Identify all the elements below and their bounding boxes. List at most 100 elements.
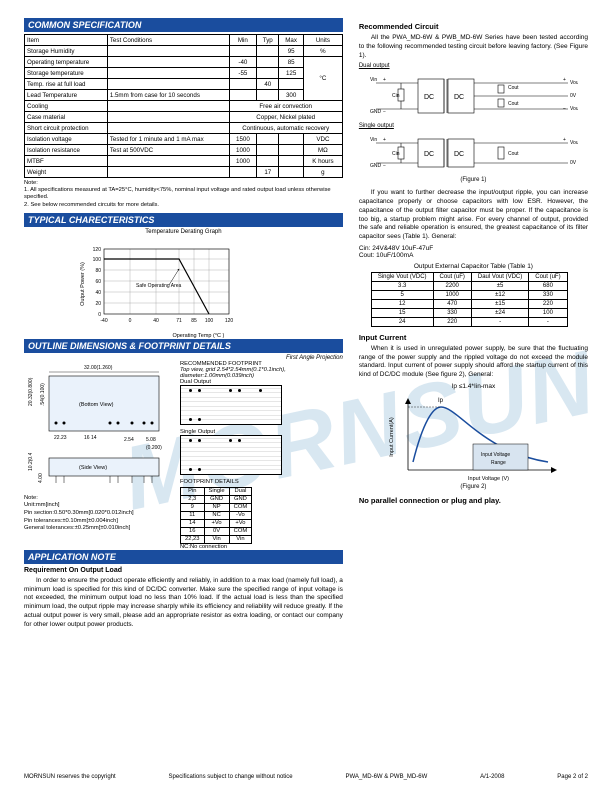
cell bbox=[257, 57, 279, 68]
footer-prod: PWA_MD-6W & PWB_MD-6W bbox=[345, 774, 427, 780]
svg-text:Safe Operating Area: Safe Operating Area bbox=[136, 283, 182, 289]
outline-notes: Note: Unit:mm[inch] Pin section:0.50*0.3… bbox=[24, 495, 174, 533]
cell: K hours bbox=[303, 156, 342, 167]
cell bbox=[257, 134, 279, 145]
cell: MΩ bbox=[303, 145, 342, 156]
cin-spec: Cin: 24V&48V 10uF-47uF bbox=[359, 245, 588, 252]
svg-text:-40: -40 bbox=[100, 318, 107, 324]
cell: 5 bbox=[371, 290, 433, 299]
cell: - bbox=[471, 317, 528, 326]
svg-text:Cout: Cout bbox=[508, 151, 519, 157]
cell: 125 bbox=[279, 68, 304, 79]
cell: 100 bbox=[529, 308, 567, 317]
cell: 1500 bbox=[229, 134, 257, 145]
cell: 300 bbox=[279, 90, 304, 101]
cell bbox=[107, 101, 229, 112]
cell: Cout (uF) bbox=[529, 272, 567, 281]
notes: Note: 1. All specifications measured at … bbox=[24, 180, 343, 209]
cell: -Vo bbox=[229, 511, 252, 519]
svg-text:Ip: Ip bbox=[438, 398, 444, 404]
cell: Cooling bbox=[25, 101, 108, 112]
footprint-grid-dual bbox=[180, 385, 282, 425]
note: General tolerances:±0.25mm[±0.010inch] bbox=[24, 525, 174, 533]
cell: 0V bbox=[204, 527, 229, 535]
svg-text:−: − bbox=[383, 109, 386, 115]
cell: GND bbox=[204, 495, 229, 503]
cell: ±15 bbox=[471, 299, 528, 308]
cell: 1000 bbox=[229, 156, 257, 167]
section-outline: OUTLINE DIMENSIONS & FOOTPRINT DETAILS bbox=[24, 339, 343, 353]
left-column: COMMON SPECIFICATION Item Test Condition… bbox=[24, 18, 343, 630]
svg-text:Cin: Cin bbox=[392, 151, 400, 157]
cell bbox=[257, 145, 279, 156]
cell: Daul Vout (VDC) bbox=[471, 272, 528, 281]
svg-text:.54(0.100): .54(0.100) bbox=[40, 383, 46, 406]
cell bbox=[257, 46, 279, 57]
svg-text:85: 85 bbox=[191, 318, 197, 324]
cell: NP bbox=[204, 503, 229, 511]
cell: 330 bbox=[433, 308, 471, 317]
cell bbox=[107, 112, 229, 123]
svg-text:40: 40 bbox=[153, 318, 159, 324]
note-1: 1. All specifications measured at TA=25°… bbox=[24, 187, 343, 201]
cell bbox=[279, 156, 304, 167]
cell: 12 bbox=[371, 299, 433, 308]
th-min: Min bbox=[229, 35, 257, 46]
cell: 17 bbox=[257, 167, 279, 178]
cell: Temp. rise at full load bbox=[25, 79, 108, 90]
cell bbox=[107, 46, 229, 57]
svg-text:(0.200): (0.200) bbox=[146, 445, 162, 451]
svg-text:0V: 0V bbox=[570, 160, 577, 166]
cell: g bbox=[303, 167, 342, 178]
spec-table: Item Test Conditions Min Typ Max Units S… bbox=[24, 34, 343, 178]
cell bbox=[257, 156, 279, 167]
footprint-sub: Top view, grid 2.54*2.54mm(0.1*0.1inch),… bbox=[180, 367, 335, 379]
cell: 220 bbox=[433, 317, 471, 326]
cell: NC bbox=[204, 511, 229, 519]
svg-text:Input Voltage: Input Voltage bbox=[481, 452, 510, 458]
cell: 9 bbox=[181, 503, 205, 511]
graph-title: Temperature Derating Graph bbox=[24, 229, 343, 235]
svg-text:80: 80 bbox=[95, 268, 101, 274]
cell: Storage Humidity bbox=[25, 46, 108, 57]
svg-text:120: 120 bbox=[93, 247, 102, 253]
svg-text:DC: DC bbox=[454, 151, 464, 158]
cell bbox=[279, 79, 304, 90]
cell: MTBF bbox=[25, 156, 108, 167]
cell: Single bbox=[204, 487, 229, 495]
svg-text:−: − bbox=[563, 106, 566, 112]
th-item: Item bbox=[25, 35, 108, 46]
svg-text:−: − bbox=[383, 163, 386, 169]
cell: ±24 bbox=[471, 308, 528, 317]
note-2: 2. See below recommended circuits for mo… bbox=[24, 202, 343, 209]
th-typ: Typ bbox=[257, 35, 279, 46]
cell bbox=[107, 167, 229, 178]
svg-text:+: + bbox=[563, 137, 566, 143]
cell: Isolation resistance bbox=[25, 145, 108, 156]
cell: Isolation voltage bbox=[25, 134, 108, 145]
footprint-table-title: FOOTPRINT DETAILS bbox=[180, 479, 335, 485]
svg-text:Vin: Vin bbox=[370, 77, 377, 83]
th-cond: Test Conditions bbox=[107, 35, 229, 46]
cell: Copper, Nickel plated bbox=[229, 112, 342, 123]
dual-output-label: Dual output bbox=[359, 63, 588, 69]
svg-text:Cin: Cin bbox=[392, 93, 400, 99]
svg-text:100: 100 bbox=[205, 318, 214, 324]
section-app-note: APPLICATION NOTE bbox=[24, 550, 343, 564]
footer-mid: Specifications subject to change without… bbox=[169, 774, 293, 780]
cell: +Vo bbox=[204, 519, 229, 527]
cell: 2200 bbox=[433, 281, 471, 290]
rec-circuit-body: All the PWA_MD-6W & PWB_MD-6W Series hav… bbox=[359, 34, 588, 60]
cell: 2,3 bbox=[181, 495, 205, 503]
note: Pin tolerances:±0.10mm[±0.004inch] bbox=[24, 518, 174, 526]
cell: 85 bbox=[279, 57, 304, 68]
svg-text:71: 71 bbox=[176, 318, 182, 324]
cell bbox=[257, 68, 279, 79]
svg-text:100: 100 bbox=[93, 257, 102, 263]
svg-text:Vout: Vout bbox=[570, 140, 578, 146]
cell: ±5 bbox=[471, 281, 528, 290]
svg-text:10.2(0.402): 10.2(0.402) bbox=[28, 453, 34, 471]
svg-text:Range: Range bbox=[491, 460, 506, 466]
svg-text:Vout: Vout bbox=[570, 106, 578, 112]
capacitor-table: Single Vout (VDC)Cout (uF)Daul Vout (VDC… bbox=[371, 272, 568, 327]
